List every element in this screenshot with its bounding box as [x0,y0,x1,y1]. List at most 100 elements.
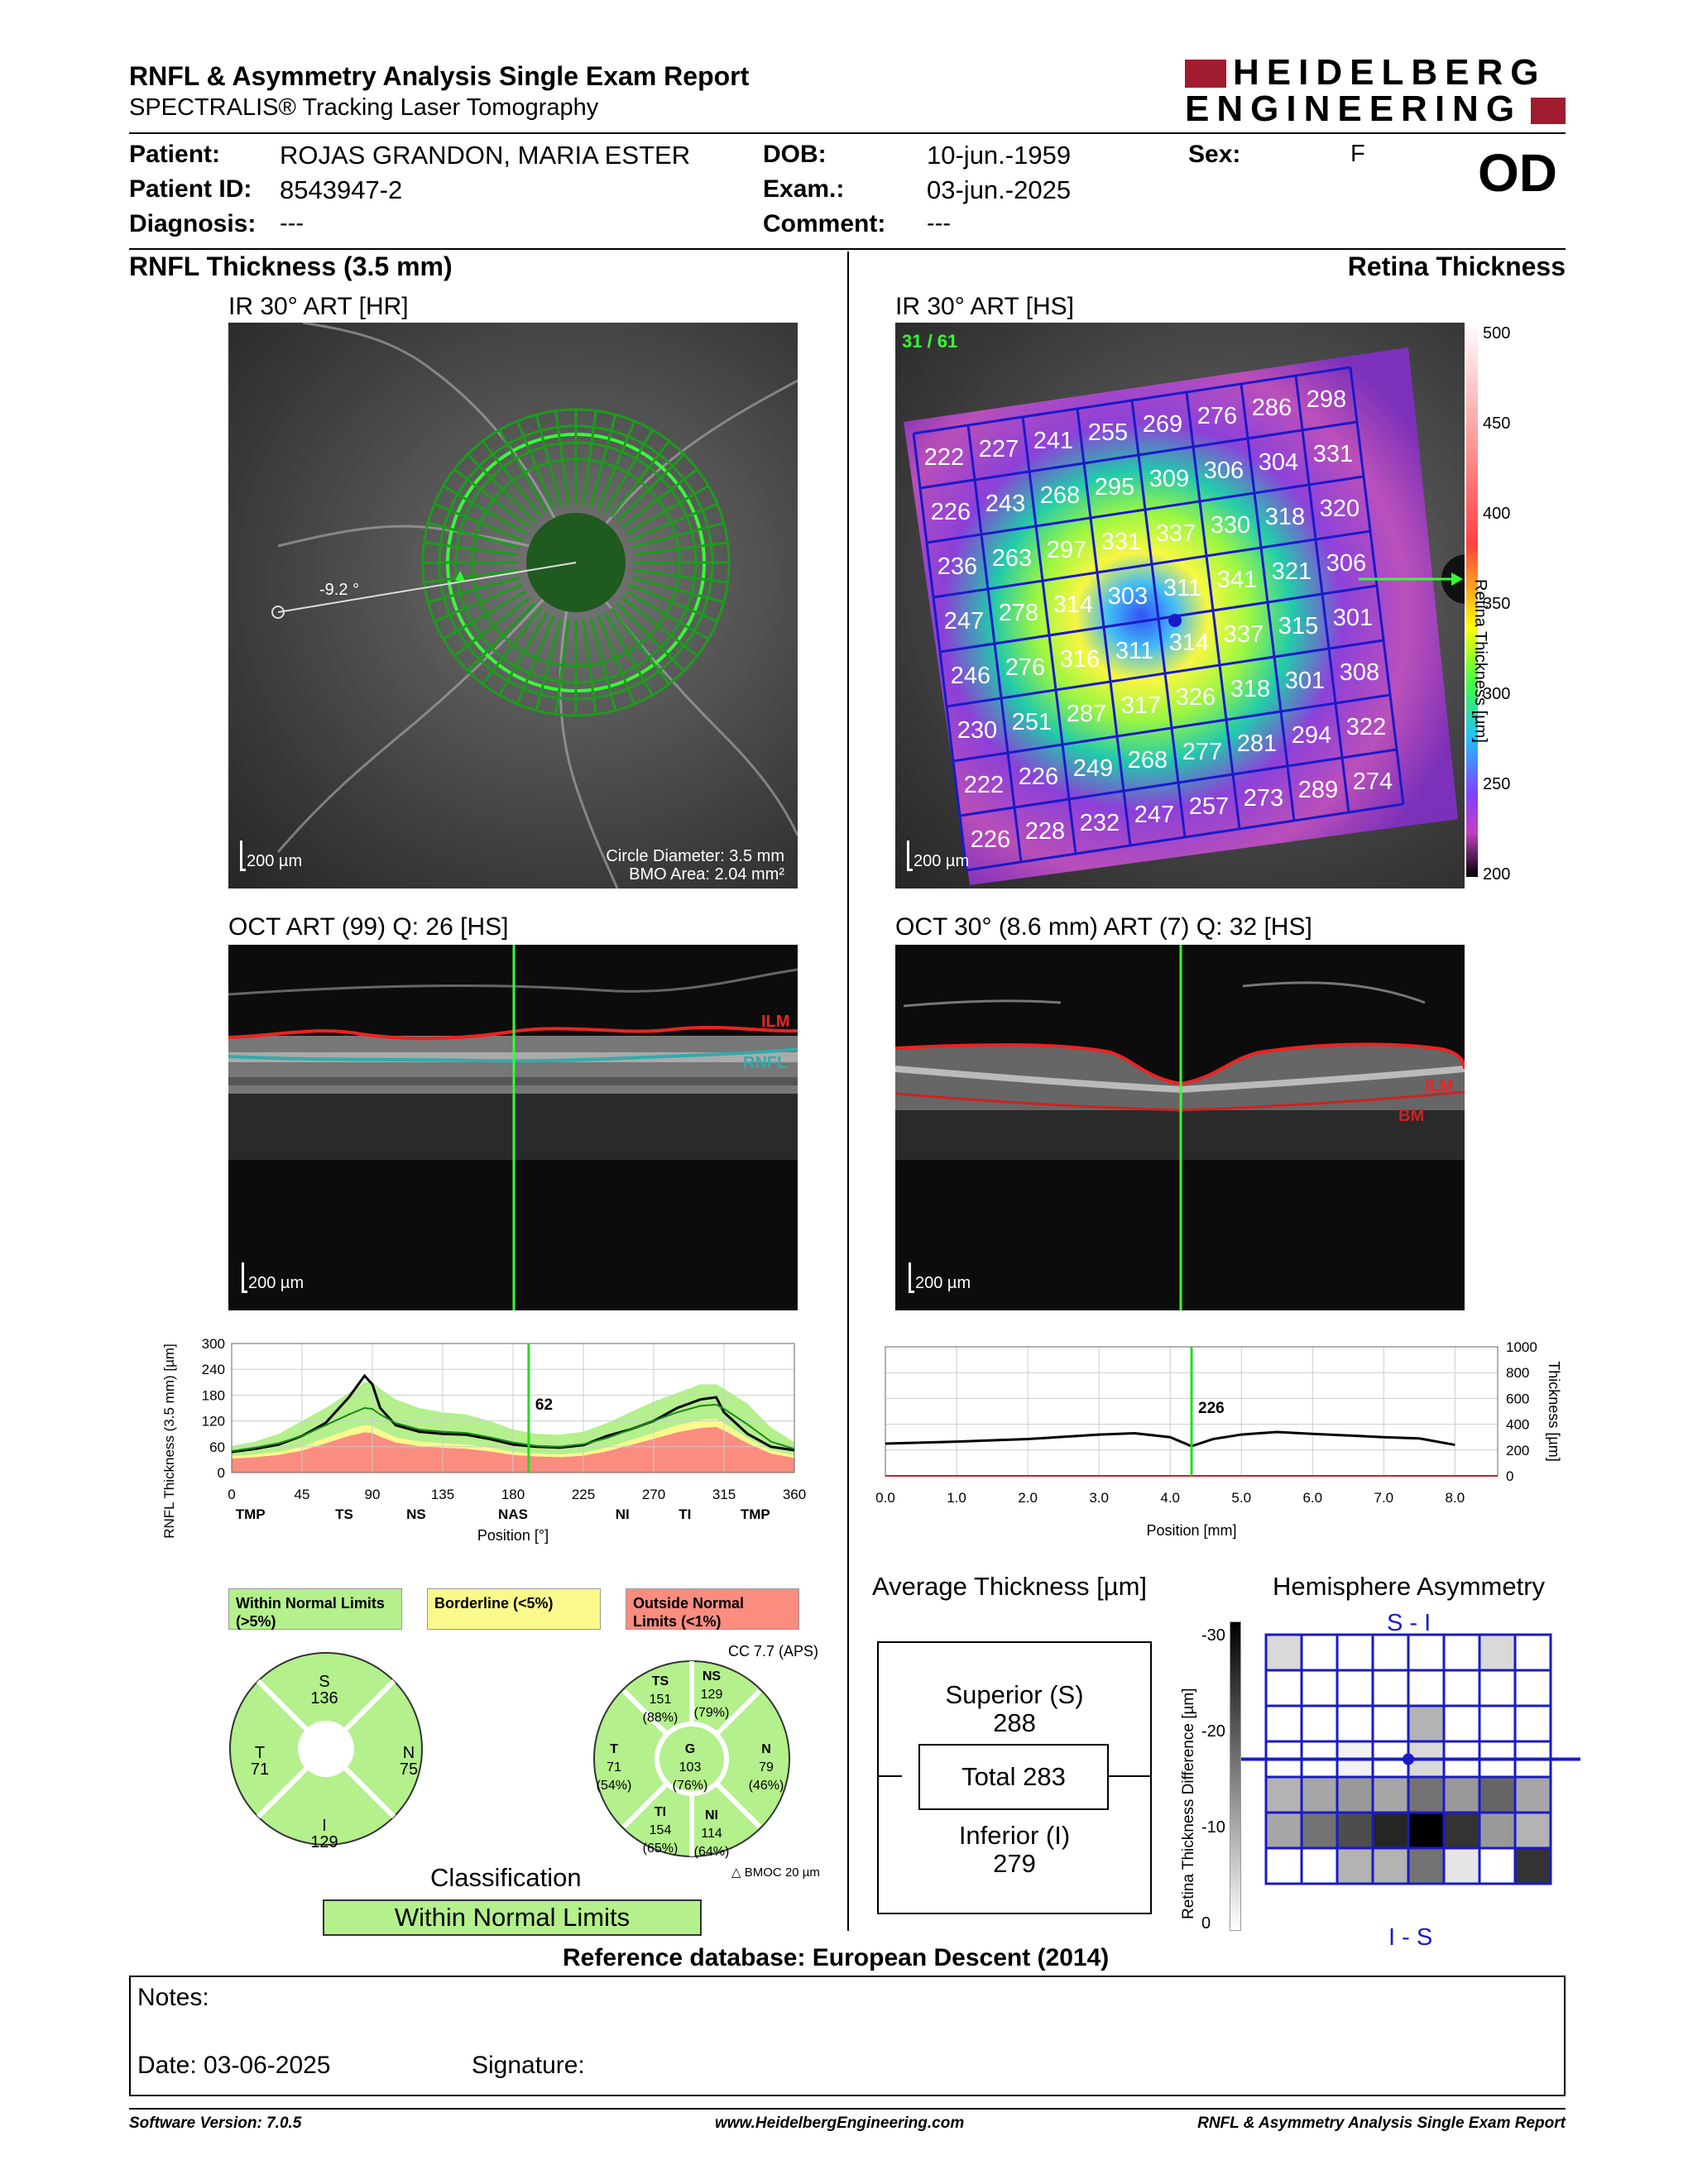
sector-label: TMP [236,1506,266,1522]
grid-value: 309 [1149,466,1189,492]
x-tick-label: 0 [228,1487,235,1502]
cursor-value: 62 [535,1396,553,1414]
scan-spoke [610,607,670,685]
grid-value: 247 [1134,802,1174,828]
grid-line [912,433,968,871]
grid-value: 330 [1211,512,1250,539]
grid-value: 295 [1095,474,1134,500]
report-subtitle: SPECTRALIS® Tracking Laser Tomography [129,94,599,121]
grid-value: 337 [1156,520,1196,547]
right-ir-title: IR 30° ART [HS] [895,293,1074,320]
x-axis-label: Position [°] [477,1527,549,1544]
asym-cell [1371,1775,1410,1814]
colorbar-tick: 250 [1483,775,1511,793]
scan-spoke [554,410,570,505]
grid-value: 222 [964,772,1004,798]
asym-cell [1407,1704,1446,1743]
dob-value: 10-jun.-1959 [927,141,1072,170]
rnfl-layer-label: RNFL [743,1054,788,1072]
scan-spoke [603,611,654,696]
legend-borderline: Borderline (<5%) [427,1588,601,1630]
grid-line [1240,383,1296,821]
comment-value: --- [927,210,951,237]
scan-spoke [498,429,549,514]
asym-colorbar [1230,1621,1241,1931]
grid-value: 322 [1346,714,1386,740]
scan-spoke [434,502,523,542]
s4-t-label: T [254,1744,266,1762]
asym-cell [1407,1846,1446,1885]
x-tick-label: 45 [295,1487,310,1502]
scan-spoke [434,583,523,623]
scan-spoke [597,615,636,705]
scan-spoke [633,541,728,557]
asym-cell [1478,1775,1517,1814]
dob-label: DOB: [763,141,827,168]
grid-value: 241 [1033,428,1073,454]
asym-cell [1264,1846,1303,1885]
right-ir-scale: 200 µm [906,841,970,871]
asym-grid [1241,1633,1580,1885]
retina-section-title: Retina Thickness [1347,251,1566,281]
website-link[interactable]: www.HeidelbergEngineering.com [715,2115,965,2132]
asym-cell [1300,1704,1339,1743]
grid-value: 306 [1326,550,1366,577]
asym-cell [1336,1775,1374,1814]
scan-spoke [589,618,617,711]
x-tick-label: 1.0 [947,1490,966,1506]
colorbar-tick: 500 [1483,324,1511,342]
s6-ni: NI 114 (64%) [693,1808,730,1859]
cc-label: CC 7.7 (APS) [728,1643,819,1660]
grid-value: 247 [944,608,984,635]
sex-label: Sex: [1188,141,1241,168]
sector-label: NS [406,1506,426,1522]
grid-value: 337 [1224,621,1264,648]
asym-tick: -10 [1201,1818,1225,1837]
grid-value: 301 [1333,605,1373,631]
grid-value: 314 [1169,630,1209,656]
bmoc-label: △ BMOC 20 µm [731,1866,820,1880]
x-tick-label: 3.0 [1089,1490,1109,1506]
right-oct-title: OCT 30° (8.6 mm) ART (7) Q: 32 [HS] [895,913,1312,941]
grid-line [1130,400,1187,838]
signature-label: Signature: [472,2052,585,2079]
grid-value: 232 [1080,810,1120,836]
asym-cell [1371,1846,1410,1885]
scan-spoke [616,453,685,523]
asym-cell [1264,1633,1303,1672]
eye-label: OD [1478,143,1557,203]
notes-box[interactable] [129,1976,1566,2096]
s4-t-value: 71 [250,1760,270,1779]
scan-spoke [535,414,563,507]
left-ir-title: IR 30° ART [HR] [228,293,409,320]
scan-spoke [629,502,718,542]
asym-cell [1300,1846,1339,1885]
asym-cell [1336,1811,1374,1850]
four-sector-chart [229,1652,423,1846]
grid-value: 298 [1307,386,1346,413]
grid-value: 320 [1320,496,1360,522]
grid-value: 246 [951,663,990,689]
left-ilm-label: ILM [761,1013,790,1031]
grid-line [1294,375,1350,813]
grid-value: 316 [1060,646,1100,673]
asym-cell [1264,1811,1303,1850]
left-fundus-image: -9.2 ° 200 µm Circle Diameter: 3.5 mm BM… [228,323,798,888]
classification-result: Within Normal Limits [323,1899,702,1936]
bmo-area: BMO Area: 2.04 mm² [629,865,784,884]
grid-value: 273 [1244,785,1283,812]
y-tick-label: 0 [218,1465,225,1481]
exam-value: 03-jun.-2025 [927,175,1072,204]
logo-line1: HEIDELBERG [1233,52,1547,93]
grid-value: 263 [992,545,1032,572]
scan-spoke [427,576,520,604]
scan-spoke [453,468,531,529]
x-tick-label: 360 [783,1487,806,1502]
asym-cell [1300,1633,1339,1672]
x-tick-label: 5.0 [1231,1490,1251,1506]
patient-id: 8543947-2 [280,175,403,204]
asym-cell [1513,1633,1552,1672]
x-tick-label: 0.0 [875,1490,895,1506]
grid-value: 228 [1025,818,1065,845]
y-axis-label: RNFL Thickness (3.5 mm) [µm] [162,1343,177,1539]
